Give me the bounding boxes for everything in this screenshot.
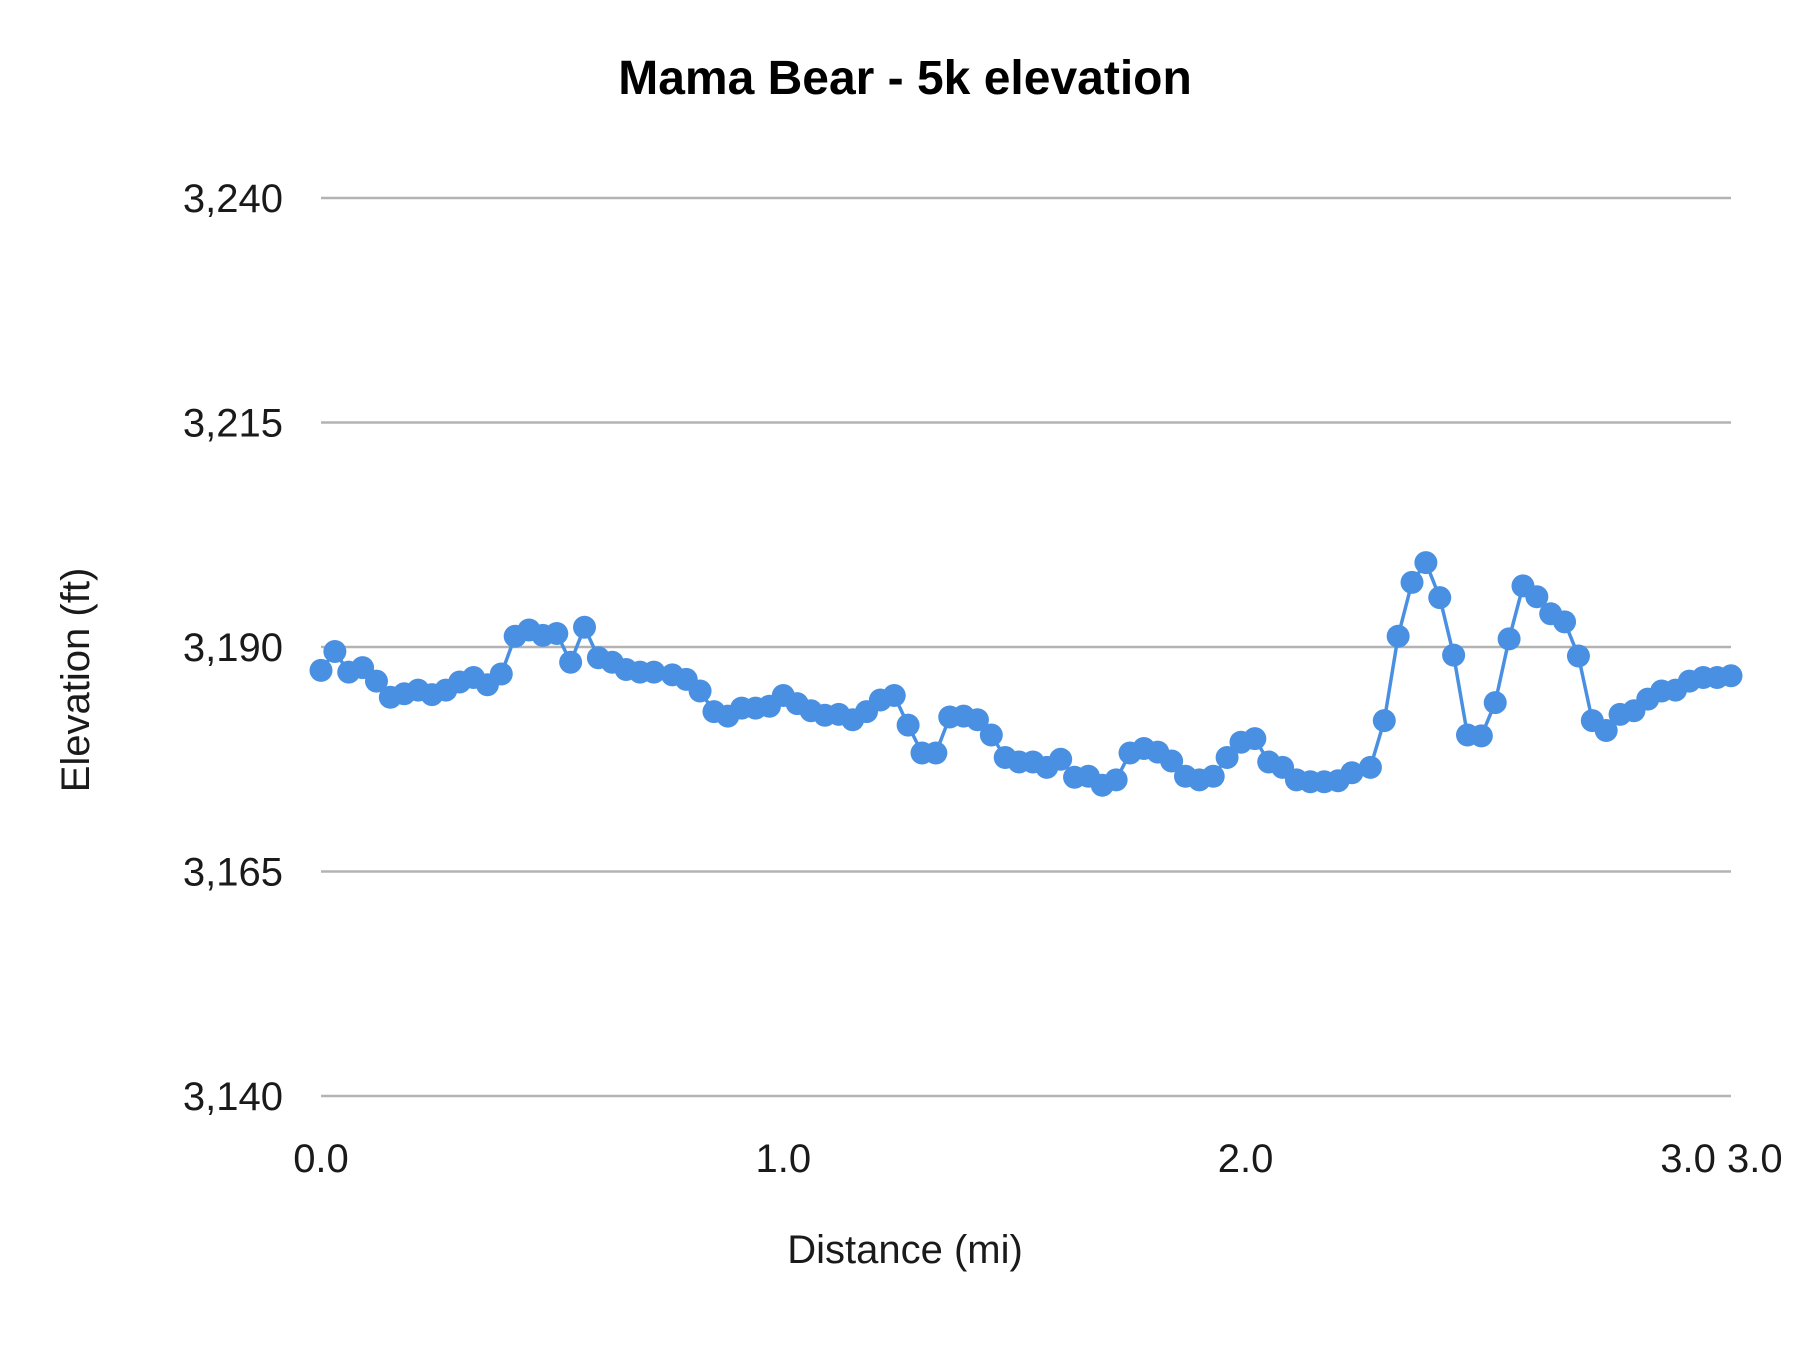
y-tick-label: 3,165 — [183, 851, 283, 895]
x-tick-label: 3.0 — [1727, 1137, 1783, 1181]
data-point — [1049, 747, 1073, 771]
data-point — [1215, 745, 1239, 769]
data-point — [965, 708, 989, 732]
gridlines — [321, 196, 1731, 1098]
data-point — [1525, 585, 1549, 609]
data-point — [924, 741, 948, 765]
chart-title: Mama Bear - 5k elevation — [618, 52, 1192, 105]
data-point — [1386, 624, 1410, 648]
data-point — [573, 615, 597, 639]
data-point — [1497, 627, 1521, 651]
data-point — [1442, 643, 1466, 667]
y-axis-title: Elevation (ft) — [54, 568, 98, 793]
x-axis-title: Distance (mi) — [787, 1228, 1023, 1272]
data-point — [1594, 719, 1618, 743]
data-point — [1414, 551, 1438, 575]
y-tick-label: 3,140 — [183, 1075, 283, 1119]
data-point — [642, 660, 666, 684]
x-tick-label: 1.0 — [755, 1137, 811, 1181]
x-axis-ticks: 0.0 1.0 2.0 3.0 3.0 — [293, 1137, 1782, 1181]
data-point — [1553, 610, 1577, 634]
data-point — [1372, 709, 1396, 733]
x-tick-label: 2.0 — [1218, 1137, 1274, 1181]
data-point — [1428, 586, 1452, 610]
y-tick-label: 3,240 — [183, 177, 283, 221]
y-axis-ticks: 3,140 3,165 3,190 3,215 3,240 — [183, 177, 283, 1119]
y-tick-label: 3,215 — [183, 402, 283, 446]
data-point — [545, 622, 569, 646]
x-tick-label: 3.0 — [1660, 1137, 1716, 1181]
data-point — [979, 723, 1003, 747]
data-point — [1160, 749, 1184, 773]
data-point — [323, 639, 347, 663]
data-point — [1104, 768, 1128, 792]
data-point — [1566, 644, 1590, 668]
x-tick-label: 0.0 — [293, 1137, 349, 1181]
data-point — [364, 669, 388, 693]
data-point — [1400, 570, 1424, 594]
series-elevation — [309, 551, 1743, 797]
y-tick-label: 3,190 — [183, 626, 283, 670]
data-point — [559, 650, 583, 674]
data-point — [489, 662, 513, 686]
data-point — [1358, 755, 1382, 779]
data-point — [1719, 664, 1743, 688]
data-point — [896, 713, 920, 737]
data-point — [882, 683, 906, 707]
data-point — [1243, 727, 1267, 751]
data-point — [1340, 761, 1364, 785]
data-point — [309, 658, 333, 682]
data-point — [1469, 724, 1493, 748]
data-point — [688, 679, 712, 703]
data-point — [1201, 764, 1225, 788]
data-point — [1483, 691, 1507, 715]
